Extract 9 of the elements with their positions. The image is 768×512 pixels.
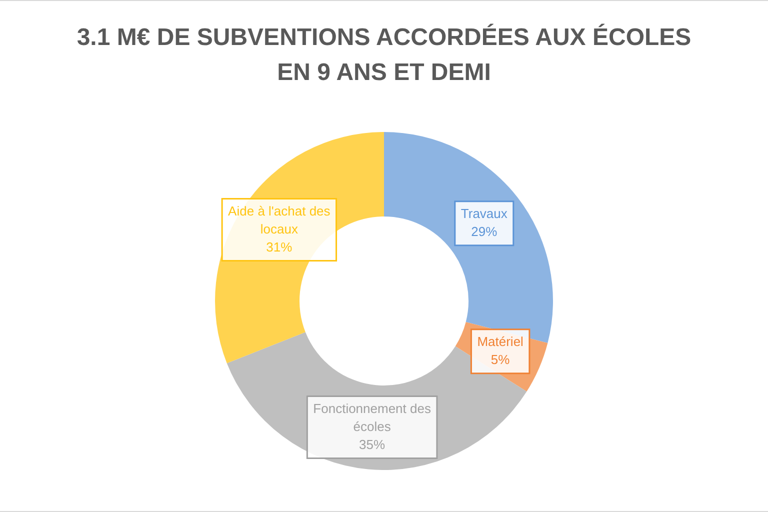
slice-label: Matériel	[477, 334, 524, 349]
slice-label: Aide à l'achat des locaux	[228, 203, 331, 236]
data-label: 5%	[490, 352, 510, 367]
chart-title: 3.1 M€ DE SUBVENTIONS ACCORDÉES AUX ÉCOLES EN 9 ANS ET DEMI	[76, 22, 692, 88]
data-label: 35%	[359, 436, 386, 452]
slice-label: Fonctionnement des écoles	[313, 400, 432, 434]
data-label: 31%	[266, 239, 293, 254]
slice-label: Travaux	[460, 206, 508, 221]
data-label: 29%	[471, 224, 498, 239]
